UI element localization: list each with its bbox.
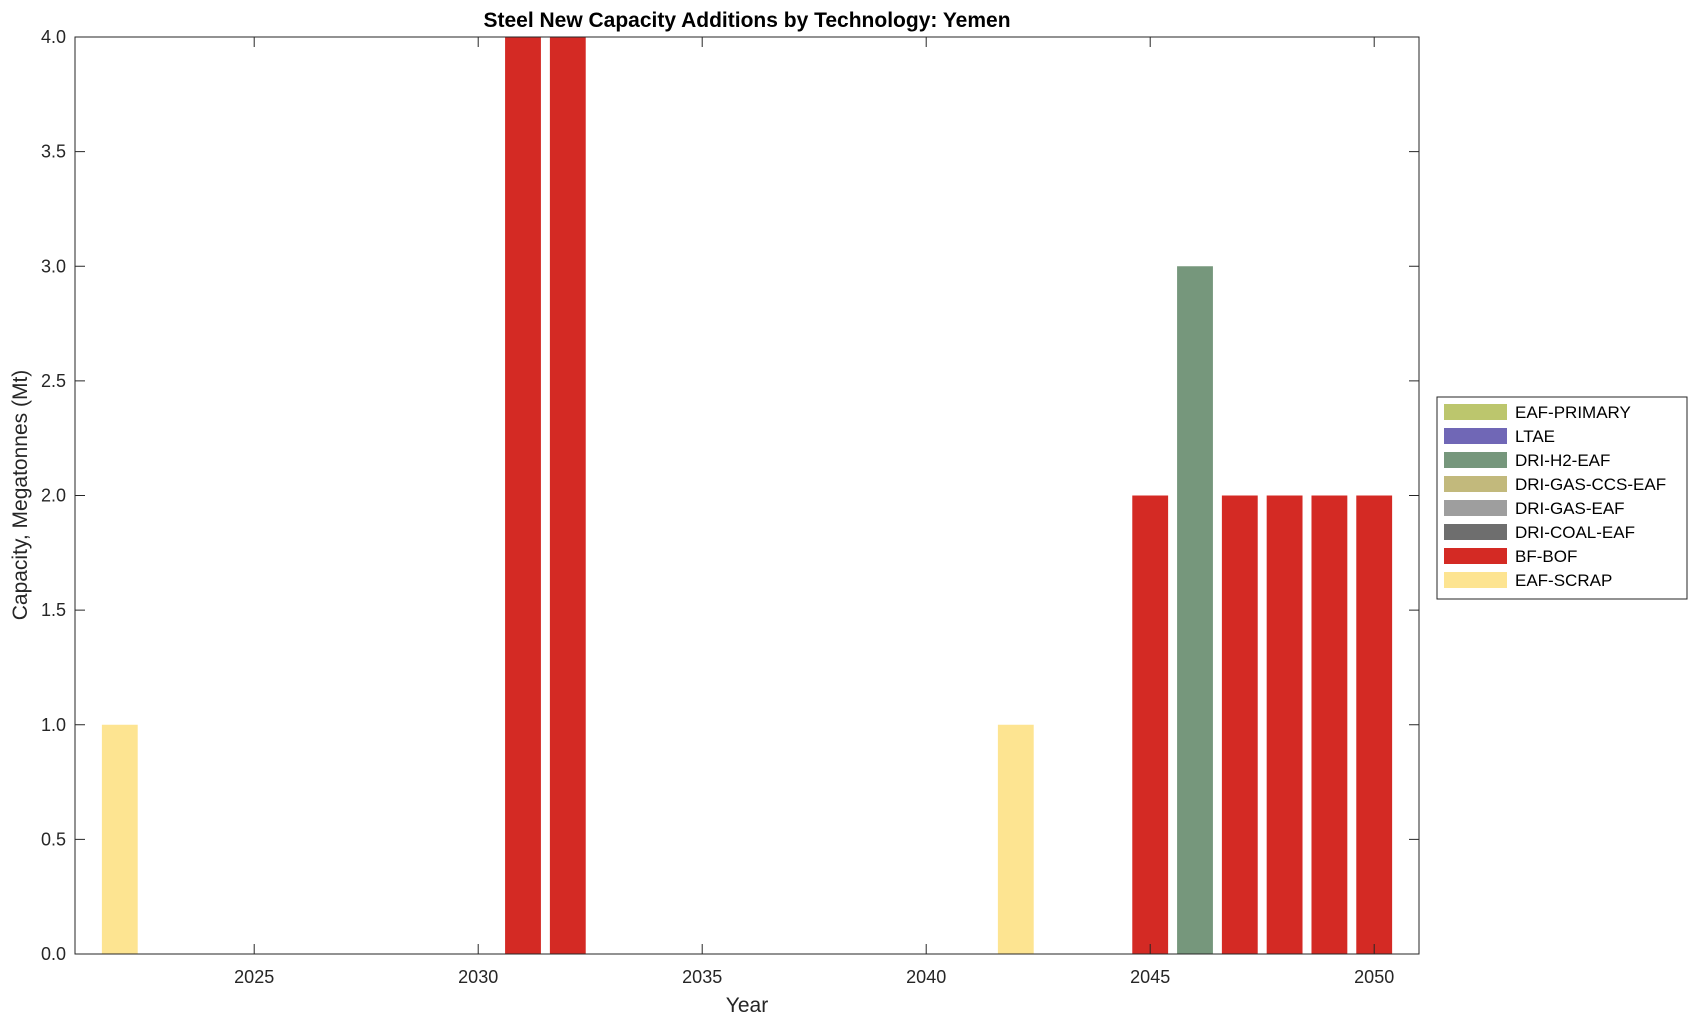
legend-label-eaf-primary: EAF-PRIMARY xyxy=(1515,403,1631,422)
legend-swatch-dri-h2-eaf xyxy=(1444,452,1507,468)
bar-bf-bof-2049 xyxy=(1311,495,1348,954)
x-tick-label: 2050 xyxy=(1354,967,1394,987)
legend: EAF-PRIMARY LTAE DRI-H2-EAF DRI-GAS-CCS-EAF… xyxy=(1436,396,1688,600)
bar-bf-bof-2050 xyxy=(1356,495,1393,954)
legend-swatch-dri-gas-ccs-eaf xyxy=(1444,476,1507,492)
y-tick-label: 2.0 xyxy=(41,486,66,506)
legend-label-ltae: LTAE xyxy=(1515,427,1555,446)
legend-label-dri-gas-eaf: DRI-GAS-EAF xyxy=(1515,499,1625,518)
y-tick-label: 3.0 xyxy=(41,256,66,276)
bar-bf-bof-2032 xyxy=(549,37,586,954)
legend-label-dri-coal-eaf: DRI-COAL-EAF xyxy=(1515,523,1635,542)
x-tick-label: 2040 xyxy=(906,967,946,987)
legend-swatch-ltae xyxy=(1444,428,1507,444)
legend-label-eaf-scrap: EAF-SCRAP xyxy=(1515,571,1612,590)
legend-swatch-dri-coal-eaf xyxy=(1444,524,1507,540)
x-axis-label: Year xyxy=(726,994,768,1017)
bar-eaf-scrap-2042 xyxy=(997,724,1034,954)
legend-swatch-eaf-scrap xyxy=(1444,572,1507,588)
legend-label-bf-bof: BF-BOF xyxy=(1515,547,1577,566)
legend-swatch-bf-bof xyxy=(1444,548,1507,564)
x-tick-label: 2025 xyxy=(234,967,274,987)
legend-swatch-dri-gas-eaf xyxy=(1444,500,1507,516)
bar-bf-bof-2047 xyxy=(1221,495,1258,954)
legend-label-dri-gas-ccs-eaf: DRI-GAS-CCS-EAF xyxy=(1515,475,1666,494)
bar-bf-bof-2045 xyxy=(1132,495,1169,954)
plot-background xyxy=(75,37,1419,954)
legend-label-dri-h2-eaf: DRI-H2-EAF xyxy=(1515,451,1610,470)
chart-title: Steel New Capacity Additions by Technolo… xyxy=(483,9,1010,32)
y-tick-label: 1.0 xyxy=(41,715,66,735)
ticks-layer: 2025 2030 2035 2040 2045 2050 0.0 0.5 1.0 1.5 2.0 2… xyxy=(41,27,1419,987)
x-tick-label: 2035 xyxy=(682,967,722,987)
bar-bf-bof-2031 xyxy=(505,37,541,954)
y-tick-label: 1.5 xyxy=(41,600,66,620)
y-tick-label: 2.5 xyxy=(41,371,66,391)
bar-eaf-scrap-2022 xyxy=(101,724,138,954)
y-tick-label: 4.0 xyxy=(41,27,66,47)
bars-layer xyxy=(101,37,1393,954)
y-axis-label: Capacity, Megatonnes (Mt) xyxy=(9,370,32,621)
x-tick-label: 2045 xyxy=(1130,967,1170,987)
y-tick-label: 0.0 xyxy=(41,944,66,964)
bar-dri-h2-eaf-2046 xyxy=(1177,266,1213,954)
plot-frame xyxy=(74,36,1420,955)
legend-swatch-eaf-primary xyxy=(1444,404,1507,420)
bar-bf-bof-2048 xyxy=(1266,495,1303,954)
legend-box xyxy=(1436,396,1688,600)
y-tick-label: 0.5 xyxy=(41,829,66,849)
x-tick-label: 2030 xyxy=(458,967,498,987)
y-tick-label: 3.5 xyxy=(41,142,66,162)
